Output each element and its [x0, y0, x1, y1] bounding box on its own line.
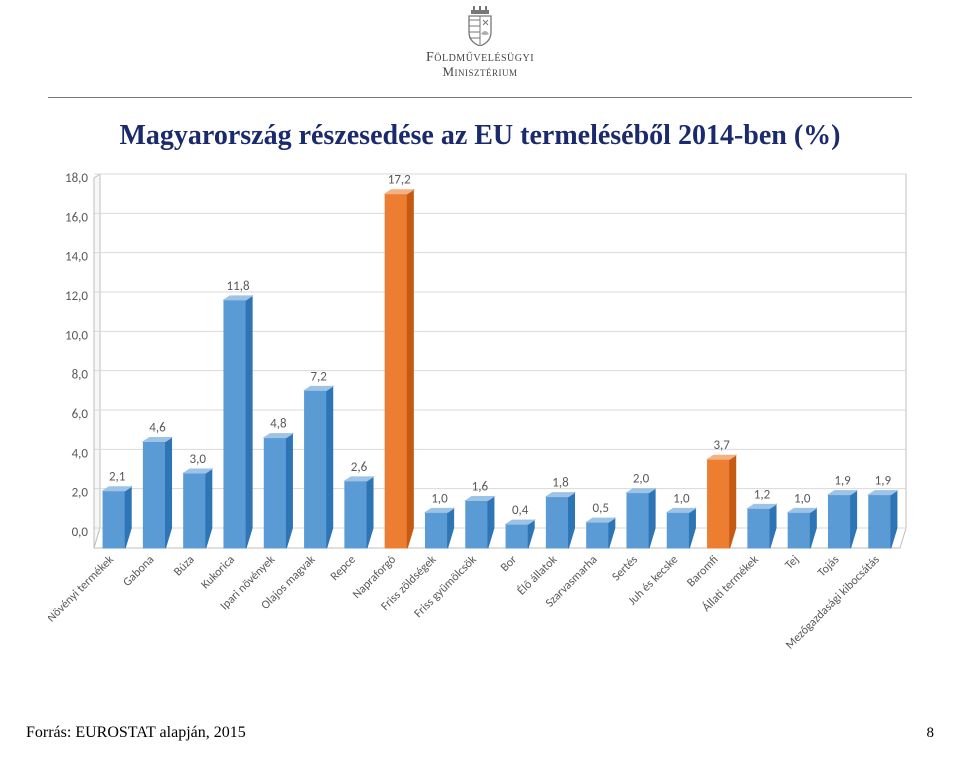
crest-icon	[0, 6, 960, 46]
svg-text:1,8: 1,8	[552, 476, 569, 491]
svg-text:14,0: 14,0	[65, 250, 88, 265]
svg-text:10,0: 10,0	[65, 328, 88, 343]
svg-text:1,9: 1,9	[875, 474, 892, 489]
svg-text:4,8: 4,8	[270, 417, 287, 432]
svg-text:3,7: 3,7	[713, 438, 730, 453]
svg-text:1,2: 1,2	[754, 487, 771, 502]
header-rule	[48, 97, 912, 98]
ministry-line2: Minisztérium	[0, 65, 960, 79]
svg-text:Tojás: Tojás	[815, 553, 842, 580]
svg-text:17,2: 17,2	[388, 173, 411, 188]
svg-text:1,9: 1,9	[834, 474, 851, 489]
svg-text:18,0: 18,0	[65, 171, 88, 186]
header: Földművelésügyi Minisztérium	[0, 0, 960, 98]
svg-text:1,0: 1,0	[673, 491, 690, 506]
svg-text:1,6: 1,6	[472, 480, 489, 495]
svg-text:4,6: 4,6	[149, 421, 166, 436]
svg-text:Sertés: Sertés	[610, 553, 641, 584]
svg-text:1,0: 1,0	[431, 491, 448, 506]
svg-text:Gabona: Gabona	[120, 553, 157, 590]
page: Földművelésügyi Minisztérium Magyarorszá…	[0, 0, 960, 760]
svg-text:4,0: 4,0	[72, 446, 89, 461]
svg-text:8,0: 8,0	[72, 368, 89, 383]
svg-text:Búza: Búza	[171, 553, 197, 579]
ministry-name: Földművelésügyi Minisztérium	[0, 50, 960, 80]
svg-text:3,0: 3,0	[190, 452, 207, 467]
source-text: Forrás: EUROSTAT alapján, 2015	[26, 724, 246, 742]
svg-text:Baromfi: Baromfi	[684, 553, 721, 590]
svg-text:12,0: 12,0	[65, 289, 88, 304]
svg-text:Bor: Bor	[498, 553, 520, 575]
page-number: 8	[927, 725, 935, 742]
svg-text:0,5: 0,5	[593, 501, 609, 516]
svg-text:7,2: 7,2	[310, 369, 327, 384]
svg-text:16,0: 16,0	[65, 210, 88, 225]
bar-chart: 0,0 2,0 4,0 6,0 8,0 10,0 12,0 14,0 16,0 18,0 2,1 Nö…	[48, 168, 918, 688]
svg-text:11,8: 11,8	[227, 279, 250, 294]
svg-text:2,0: 2,0	[633, 472, 650, 487]
svg-text:0,4: 0,4	[512, 503, 529, 518]
svg-text:Repce: Repce	[328, 553, 359, 584]
svg-text:1,0: 1,0	[794, 491, 811, 506]
svg-text:Növényi termékek: Növényi termékek	[48, 553, 117, 626]
svg-text:0,0: 0,0	[72, 525, 89, 540]
svg-text:6,0: 6,0	[72, 407, 89, 422]
svg-text:2,1: 2,1	[109, 470, 125, 485]
svg-text:Kukorica: Kukorica	[199, 553, 238, 592]
chart-svg: 0,0 2,0 4,0 6,0 8,0 10,0 12,0 14,0 16,0 18,0 2,1 Nö…	[48, 168, 918, 688]
chart-title: Magyarország részesedése az EU termelésé…	[0, 120, 960, 152]
svg-text:2,0: 2,0	[72, 486, 89, 501]
ministry-line1: Földművelésügyi	[0, 50, 960, 65]
svg-text:2,6: 2,6	[351, 460, 368, 475]
svg-text:Tej: Tej	[783, 553, 803, 573]
